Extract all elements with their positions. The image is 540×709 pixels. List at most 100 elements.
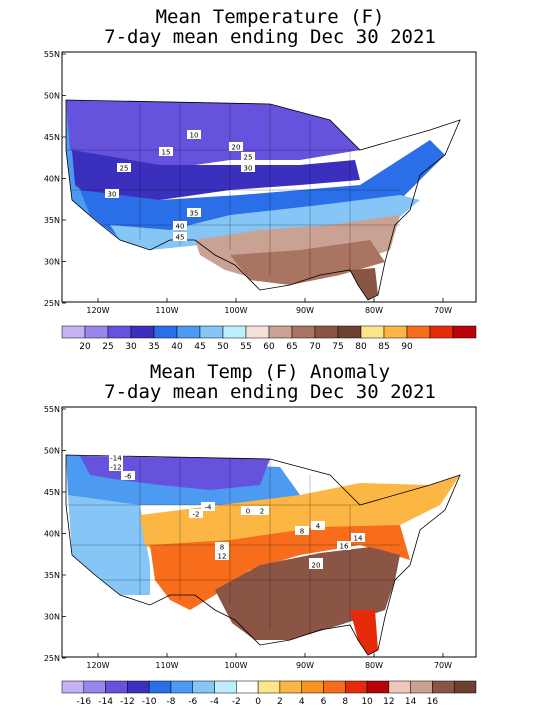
colorbar-label: 0 <box>255 697 261 707</box>
colorbar-label: -4 <box>210 697 219 707</box>
lon-tick-label: 120W <box>86 661 109 670</box>
colorbar-label: 40 <box>171 342 183 352</box>
lat-tick-label: 35N <box>44 216 60 225</box>
colorbar-swatch <box>153 325 178 339</box>
colorbar-swatch <box>83 680 106 694</box>
lon-tick-label: 80W <box>365 306 383 315</box>
lat-tick-label: 25N <box>44 654 60 663</box>
colorbar-swatch <box>291 325 316 339</box>
lat-tick-label: 30N <box>44 613 60 622</box>
colorbar-swatch <box>176 325 201 339</box>
contour-label-bg <box>187 208 201 217</box>
contour-label: 8 <box>220 544 224 552</box>
contour-label-bg <box>337 541 351 550</box>
colorbar-label: 65 <box>286 342 297 352</box>
colorbar-label: 30 <box>125 342 137 352</box>
contour-label: 20 <box>232 144 241 152</box>
colorbar-swatch <box>61 680 85 694</box>
contour-label-bg <box>189 509 203 518</box>
colorbar-swatch <box>84 325 109 339</box>
lat-tick-label: 50N <box>44 447 60 456</box>
contour-label-bg <box>215 542 229 551</box>
colorbar-label: 14 <box>405 697 417 707</box>
contour-label: 25 <box>120 165 129 173</box>
anomaly-map: 55N 50N 45N 40N 35N 30N 25N 120W 110W 100W 90W 80W 7… <box>44 405 477 670</box>
contour-label: -2 <box>193 511 200 519</box>
colorbar-label: -10 <box>142 697 157 707</box>
lon-tick-label: 100W <box>224 306 247 315</box>
colorbar-swatch <box>127 680 150 694</box>
lon-tick-label: 110W <box>155 306 178 315</box>
contour-label-bg <box>351 533 365 542</box>
colorbar-label: 75 <box>332 342 343 352</box>
contour-label: 25 <box>244 154 253 162</box>
contour-label-bg <box>241 506 255 515</box>
contour-label: 35 <box>190 210 199 218</box>
colorbar-swatch <box>61 325 86 339</box>
contour-label: -4 <box>205 504 213 512</box>
lon-tick-label: 120W <box>86 306 109 315</box>
contour-label: 10 <box>190 132 199 140</box>
contour-label: 0 <box>246 508 250 516</box>
colorbar-label: -6 <box>188 697 197 707</box>
contour-label: 45 <box>176 234 185 242</box>
lon-tick-label: 90W <box>296 661 314 670</box>
colorbar-swatch <box>388 680 411 694</box>
colorbar-swatch <box>301 680 324 694</box>
anomaly-colorbar: -16 -14 -12 -10 -8 -6 -4 -2 0 2 4 6 8 10 12 14 16 <box>61 680 477 707</box>
lon-tick-label: 110W <box>155 661 178 670</box>
lon-tick-label: 100W <box>224 661 247 670</box>
contour-label: -12 <box>110 464 121 472</box>
contour-label-bg <box>309 560 323 569</box>
contour-label: 30 <box>108 191 117 199</box>
panel-title-line1: Mean Temp (F) Anomaly <box>149 361 391 383</box>
contour-label: 14 <box>354 535 363 543</box>
colorbar-swatch <box>105 680 128 694</box>
region-florida <box>350 610 378 655</box>
contour-label: -6 <box>125 473 133 481</box>
colorbar-swatch <box>406 325 431 339</box>
contour-label-bg <box>109 462 123 471</box>
colorbar-label: 6 <box>321 697 327 707</box>
colorbar-swatch <box>214 680 237 694</box>
colorbar-swatch <box>360 325 385 339</box>
temperature-map: 55N 50N 45N 40N 35N 30N 25N 120W 110W 100W 90W 80W 7… <box>44 50 477 315</box>
colorbar-swatch <box>279 680 302 694</box>
colorbar-swatch <box>170 680 193 694</box>
contour-label-bg <box>311 521 325 530</box>
contour-label-bg <box>159 147 173 156</box>
colorbar-swatch <box>432 680 455 694</box>
contour-label: 15 <box>162 149 171 157</box>
contour-label: -14 <box>110 455 122 463</box>
contour-label-bg <box>109 453 123 462</box>
colorbar-label: -16 <box>76 697 91 707</box>
lon-tick-label: 90W <box>296 306 314 315</box>
temperature-panel: Mean Temperature (F) 7-day mean ending D… <box>44 7 477 352</box>
contour-label: 8 <box>300 528 304 536</box>
contour-label-bg <box>173 221 187 230</box>
colorbar-swatch <box>366 680 390 694</box>
lat-tick-label: 40N <box>44 530 60 539</box>
colorbar-swatch <box>314 325 339 339</box>
region-florida <box>350 268 378 300</box>
region-southwest-band <box>110 195 420 250</box>
contour-label-bg <box>121 471 135 480</box>
contour-label-bg <box>173 232 187 241</box>
colorbar-label: 8 <box>342 697 348 707</box>
colorbar-swatch <box>236 680 259 694</box>
lat-tick-label: 30N <box>44 258 60 267</box>
contour-label-bg <box>215 551 229 560</box>
lat-tick-label: 45N <box>44 133 60 142</box>
anomaly-panel: Mean Temp (F) Anomaly 7-day mean ending … <box>0 355 540 709</box>
colorbar-swatch <box>323 680 346 694</box>
lat-tick-label: 55N <box>44 405 60 414</box>
contour-label-bg <box>201 502 215 511</box>
contour-label-bg <box>229 142 243 151</box>
colorbar-label: 10 <box>361 697 373 707</box>
colorbar-swatch <box>345 680 368 694</box>
colorbar-label: 25 <box>102 342 113 352</box>
colorbar-swatch <box>268 325 293 339</box>
lon-tick-label: 70W <box>434 306 452 315</box>
colorbar-swatch <box>192 680 215 694</box>
contour-label: 16 <box>340 543 349 551</box>
